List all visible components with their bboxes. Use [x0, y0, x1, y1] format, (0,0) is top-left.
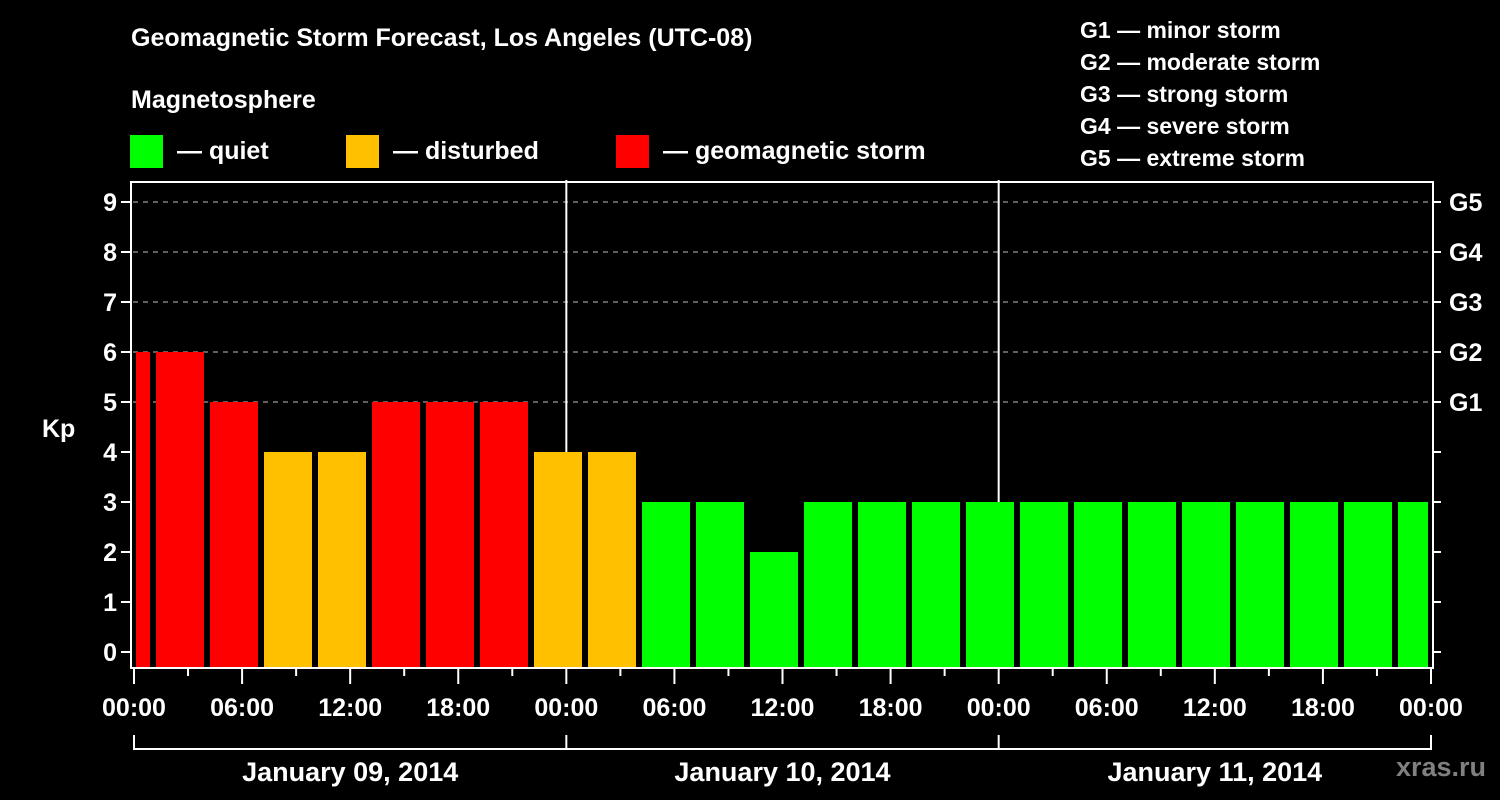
g-scale-item-g1: G1 — minor storm: [1080, 17, 1281, 43]
y-tick-label: 4: [103, 439, 117, 467]
chart-title: Geomagnetic Storm Forecast, Los Angeles …: [131, 24, 753, 52]
legend-item-quiet: — quiet: [130, 134, 269, 168]
g-level-label: G4: [1449, 239, 1482, 267]
legend-item-disturbed: — disturbed: [346, 134, 539, 168]
bar-quiet: [1020, 502, 1068, 667]
x-tick-label: 06:00: [642, 694, 706, 722]
y-axis-title: Kp: [42, 415, 75, 443]
x-tick-label: 00:00: [1399, 694, 1463, 722]
bar-disturbed: [534, 452, 582, 667]
bars: [136, 352, 1428, 667]
bar-quiet: [1398, 502, 1428, 667]
y-tick-label: 5: [103, 389, 117, 417]
day-label: January 10, 2014: [674, 757, 890, 787]
x-tick-label: 12:00: [318, 694, 382, 722]
g-scale-item-g4: G4 — severe storm: [1080, 113, 1290, 139]
legend-label-storm: — geomagnetic storm: [663, 136, 926, 165]
y-tick-label: 1: [103, 589, 117, 617]
quiet-swatch-icon: [130, 134, 163, 168]
bar-storm: [136, 352, 150, 667]
y-tick-label: 0: [103, 639, 117, 667]
bar-quiet: [1290, 502, 1338, 667]
x-tick-label: 12:00: [1183, 694, 1247, 722]
x-tick-label: 00:00: [534, 694, 598, 722]
x-tick-label: 06:00: [1075, 694, 1139, 722]
g-scale-item-g5: G5 — extreme storm: [1080, 145, 1305, 171]
bar-quiet: [966, 502, 1014, 667]
bar-storm: [480, 402, 528, 667]
gridlines: [133, 201, 1431, 403]
bar-storm: [156, 352, 204, 667]
bar-quiet: [696, 502, 744, 667]
bar-disturbed: [588, 452, 636, 667]
x-tick-label: 06:00: [210, 694, 274, 722]
bar-quiet: [750, 552, 798, 667]
g-scale-item-g3: G3 — strong storm: [1080, 81, 1289, 107]
storm-swatch-icon: [616, 134, 649, 168]
bar-quiet: [1074, 502, 1122, 667]
x-tick-label: 18:00: [426, 694, 490, 722]
bar-quiet: [912, 502, 960, 667]
g-scale-item-g2: G2 — moderate storm: [1080, 49, 1321, 75]
x-tick-label: 00:00: [967, 694, 1031, 722]
g-level-label: G5: [1449, 189, 1482, 217]
y-tick-label: 9: [103, 189, 117, 217]
g-level-label: G1: [1449, 389, 1482, 417]
x-tick-label: 18:00: [1291, 694, 1355, 722]
bar-quiet: [804, 502, 852, 667]
g-level-label: G3: [1449, 289, 1482, 317]
axis-labels: 0 1 2 3 4 5 6 7 8 9 G1 G2 G3 G4 G5 Kp 00:00 06:00 12:00 18:…: [42, 189, 1482, 787]
bar-quiet: [1128, 502, 1176, 667]
day-label: January 11, 2014: [1107, 757, 1322, 787]
g-scale-legend: G1 — minor storm G2 — moderate storm G3 …: [1080, 14, 1320, 174]
bar-quiet: [1344, 502, 1392, 667]
x-tick-label: 18:00: [859, 694, 923, 722]
day-label: January 09, 2014: [242, 757, 458, 787]
legend-label-quiet: — quiet: [177, 136, 269, 165]
bar-storm: [426, 402, 474, 667]
y-tick-label: 7: [103, 289, 117, 317]
watermark: xras.ru: [1395, 752, 1486, 782]
axes: [121, 181, 1441, 750]
y-tick-label: 6: [103, 339, 117, 367]
x-tick-label: 12:00: [751, 694, 815, 722]
disturbed-swatch-icon: [346, 134, 379, 168]
g-level-label: G2: [1449, 339, 1482, 367]
bar-storm: [210, 402, 258, 667]
bar-quiet: [642, 502, 690, 667]
bar-disturbed: [318, 452, 366, 667]
bar-quiet: [1182, 502, 1230, 667]
bar-quiet: [858, 502, 906, 667]
bar-quiet: [1236, 502, 1284, 667]
legend-label-disturbed: — disturbed: [393, 136, 539, 165]
y-tick-label: 8: [103, 239, 117, 267]
bar-storm: [372, 402, 420, 667]
legend-item-storm: — geomagnetic storm: [616, 134, 926, 168]
bar-disturbed: [264, 452, 312, 667]
legend-title: Magnetosphere: [131, 86, 316, 114]
y-tick-label: 3: [103, 489, 117, 517]
x-tick-label: 00:00: [102, 694, 166, 722]
y-tick-label: 2: [103, 539, 117, 567]
